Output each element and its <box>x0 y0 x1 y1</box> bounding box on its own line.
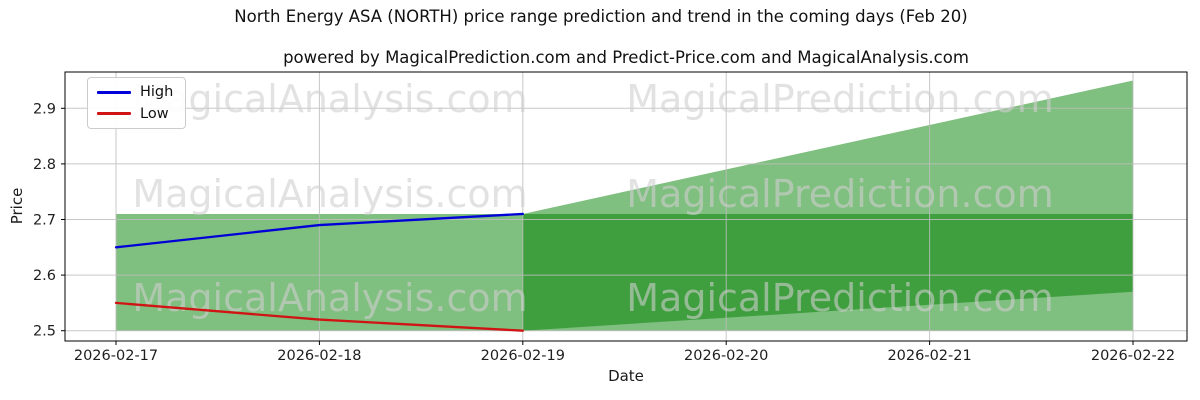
prediction-fan <box>522 80 1133 331</box>
legend-entry-low: Low <box>97 105 173 122</box>
legend: High Low <box>87 77 187 129</box>
y-axis-label: Price <box>8 188 26 225</box>
y-tick-label: 2.5 <box>33 324 56 340</box>
x-tick-label: 2026-02-21 <box>887 348 971 364</box>
legend-entry-high: High <box>97 85 173 100</box>
axes-frame <box>61 71 1188 345</box>
range-bands <box>116 80 1133 331</box>
watermark-text: MagicalPrediction.com <box>626 77 1054 121</box>
watermark-text: MagicalAnalysis.com <box>132 77 527 121</box>
y-tick-label: 2.6 <box>33 268 56 284</box>
x-axis-label: Date <box>608 367 644 385</box>
x-tick-label: 2026-02-19 <box>481 348 565 364</box>
gridlines <box>65 72 1187 341</box>
legend-label-low: Low <box>140 105 169 122</box>
watermarks: MagicalAnalysis.com MagicalPrediction.com… <box>132 77 1053 320</box>
y-tick-label: 2.8 <box>33 157 56 173</box>
x-tick-label: 2026-02-18 <box>277 348 361 364</box>
x-tick-label: 2026-02-20 <box>684 348 768 364</box>
chart-title: North Energy ASA (NORTH) price range pre… <box>234 7 967 26</box>
watermark-text: MagicalAnalysis.com <box>132 276 527 320</box>
high-line-swatch <box>97 90 131 94</box>
series-lines <box>114 212 524 332</box>
watermark-text: MagicalAnalysis.com <box>132 172 527 216</box>
series-line-high <box>114 212 524 249</box>
watermark-text: MagicalPrediction.com <box>626 172 1054 216</box>
y-tick-label: 2.7 <box>33 213 56 229</box>
x-tick-label: 2026-02-17 <box>74 348 158 364</box>
watermark-text: MagicalPrediction.com <box>626 276 1054 320</box>
legend-label-high: High <box>140 84 174 100</box>
x-tick-label: 2026-02-22 <box>1091 348 1175 364</box>
series-line-low <box>114 301 524 332</box>
chart-subtitle: powered by MagicalPrediction.com and Pre… <box>283 48 969 67</box>
tick-labels: 2026-02-17 2026-02-18 2026-02-19 2026-02-20… <box>33 101 1175 364</box>
low-line-swatch <box>97 112 131 116</box>
y-tick-label: 2.9 <box>33 101 56 117</box>
plot-border <box>64 71 1188 342</box>
